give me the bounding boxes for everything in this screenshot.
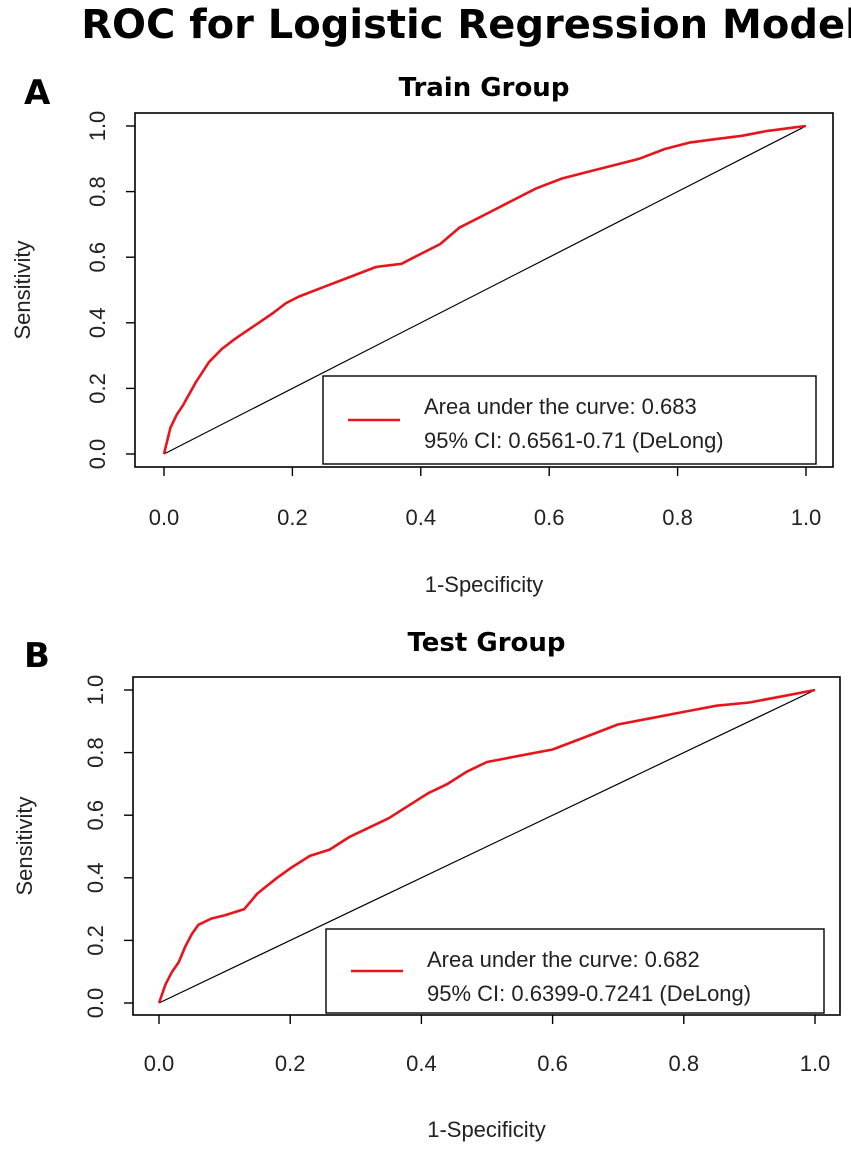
panel-a-legend-ci: 95% CI: 0.6561-0.71 (DeLong) [424, 428, 724, 453]
panel-b-y-tick-label: 0.6 [83, 800, 108, 831]
panel-a-legend-auc: Area under the curve: 0.683 [424, 394, 697, 419]
panel-a-y-axis-label: Sensitivity [10, 240, 35, 339]
panel-a-roc-curve [162, 124, 807, 455]
panel-b-plot-frame [132, 676, 841, 1016]
panel-a-x-tick-label: 0.4 [406, 505, 437, 530]
panel-b-x-tick-label: 0.6 [537, 1051, 568, 1076]
panel-a-x-axis-label: 1-Specificity [425, 572, 544, 597]
panel-b-y-axis-label: Sensitivity [12, 796, 37, 895]
panel-b-y-tick-label: 0.8 [83, 737, 108, 768]
panel-b-x-tick-label: 0.4 [406, 1051, 437, 1076]
panel-a-x-tick-label: 0.2 [277, 505, 308, 530]
panel-b-roc-curve [157, 688, 816, 1004]
panel-b-legend-box [325, 928, 825, 1014]
panel-a-y-tick-label: 0.4 [85, 308, 110, 339]
panel-b-y-tick-label: 0.0 [83, 988, 108, 1019]
panel-a-y-tick-label: 0.2 [85, 373, 110, 404]
figure-title: ROC for Logistic Regression Model [81, 2, 851, 48]
panel-b-x-axis-label: 1-Specificity [427, 1117, 546, 1142]
panel-a-x-tick-label: 0.6 [534, 505, 565, 530]
panel-a-title: Train Group [399, 73, 570, 103]
panel-b-x-tick-label: 0.2 [275, 1051, 306, 1076]
panel-a-x-tick-label: 0.8 [662, 505, 693, 530]
panel-b-reference-diagonal [158, 689, 816, 1004]
panel-a-legend-box [322, 375, 817, 465]
panel-b-x-tick-label: 0.8 [669, 1051, 700, 1076]
panel-b-y-tick-label: 1.0 [83, 675, 108, 706]
panel-b-title: Test Group [407, 628, 565, 658]
panel-b-letter: B [24, 636, 50, 676]
panel-b-legend-ci: 95% CI: 0.6399-0.7241 (DeLong) [427, 981, 751, 1006]
panel-a-y-tick-label: 0.6 [85, 242, 110, 273]
panel-a-x-tick-label: 1.0 [791, 505, 822, 530]
panel-a-y-tick-label: 0.0 [85, 439, 110, 470]
panel-a-y-tick-label: 1.0 [85, 111, 110, 142]
panel-a-reference-diagonal [163, 125, 807, 455]
panel-b-y-tick-label: 0.2 [83, 925, 108, 956]
panel-b-legend-auc: Area under the curve: 0.682 [427, 947, 700, 972]
panel-a-y-tick-label: 0.8 [85, 176, 110, 207]
panel-b-x-tick-label: 0.0 [144, 1051, 175, 1076]
panel-a-plot-frame [134, 112, 834, 468]
panel-a-x-tick-label: 0.0 [149, 505, 180, 530]
panel-b-y-tick-label: 0.4 [83, 863, 108, 894]
panel-b-x-tick-label: 1.0 [800, 1051, 831, 1076]
panel-a-letter: A [24, 73, 51, 113]
